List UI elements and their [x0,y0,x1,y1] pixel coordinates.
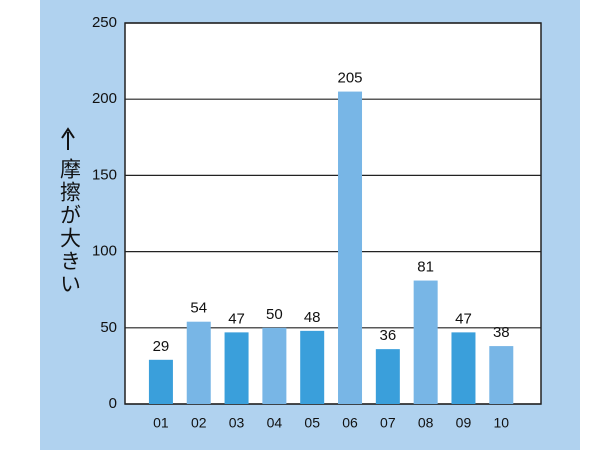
bar [224,332,249,404]
x-tick-label: 06 [342,415,358,431]
data-label: 54 [190,300,207,317]
x-tick-label: 05 [304,415,320,431]
data-label: 38 [493,324,510,341]
x-tick-label: 01 [153,415,169,431]
bar [338,91,363,404]
data-label: 81 [417,259,434,276]
x-tick-label: 04 [267,415,283,431]
data-label: 48 [304,309,321,326]
x-tick-label: 07 [380,415,396,431]
x-tick-label: 08 [418,415,434,431]
y-tick-label: 200 [92,90,117,107]
y-axis-label: 摩擦が大きい [57,158,81,296]
bar [262,327,287,404]
y-tick-label: 0 [109,395,117,412]
x-tick-label: 03 [229,415,245,431]
x-tick-label: 02 [191,415,207,431]
bar [451,332,476,404]
data-label: 29 [153,338,170,355]
y-tick-label: 150 [92,166,117,183]
bar [413,280,438,404]
data-label: 47 [455,310,472,327]
y-tick-label: 50 [100,319,117,336]
x-tick-label: 09 [456,415,472,431]
y-arrow [61,127,75,150]
bar [148,359,173,404]
data-label: 50 [266,306,283,323]
bar [186,321,211,404]
bar [300,330,325,404]
y-tick-label: 100 [92,243,117,260]
y-tick-label: 250 [92,14,117,31]
data-label: 36 [379,327,396,344]
x-tick-label: 10 [494,415,510,431]
bar [375,349,400,404]
data-label: 205 [338,70,363,87]
bar [489,346,514,404]
data-label: 47 [228,310,245,327]
